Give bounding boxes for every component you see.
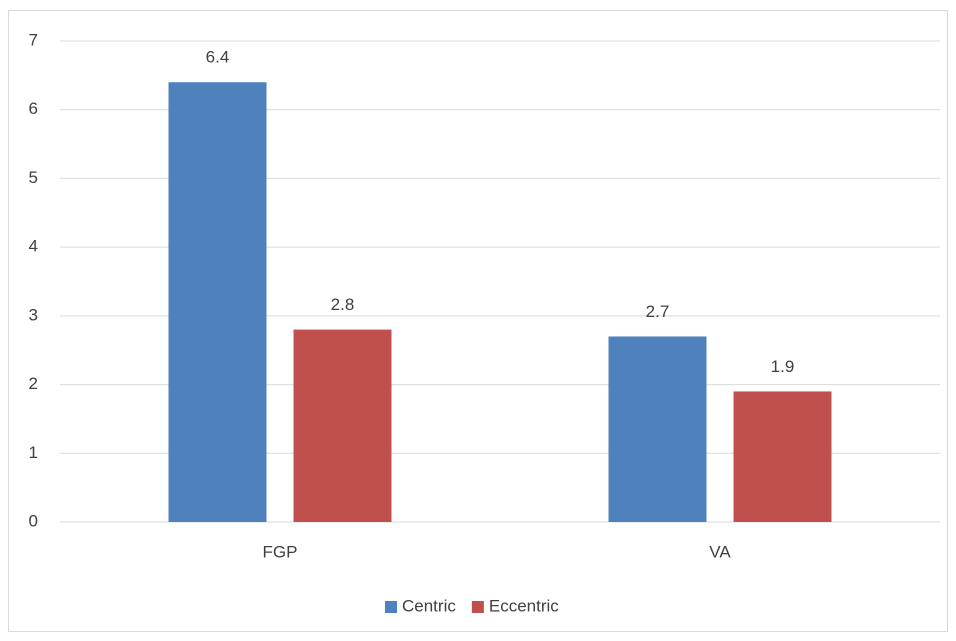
chart-frame (8, 10, 948, 632)
data-label: 6.4 (206, 48, 230, 67)
x-tick-label: VA (709, 542, 731, 561)
data-label: 2.8 (331, 295, 355, 314)
bar (733, 391, 832, 522)
data-label: 1.9 (771, 357, 795, 376)
legend-label: Centric (402, 596, 456, 615)
y-tick-label: 1 (29, 443, 38, 462)
legend-label: Eccentric (489, 596, 559, 615)
y-tick-label: 2 (29, 374, 38, 393)
legend-swatch (385, 601, 397, 613)
y-tick-label: 3 (29, 305, 38, 324)
data-label: 2.7 (646, 302, 670, 321)
y-tick-label: 0 (29, 511, 38, 530)
bar (168, 82, 267, 522)
y-tick-label: 4 (29, 237, 38, 256)
x-tick-label: FGP (263, 542, 298, 561)
y-tick-label: 7 (29, 30, 38, 49)
bar (293, 329, 392, 522)
bar (608, 336, 707, 522)
y-tick-label: 6 (29, 99, 38, 118)
y-tick-label: 5 (29, 168, 38, 187)
legend-swatch (471, 601, 484, 613)
